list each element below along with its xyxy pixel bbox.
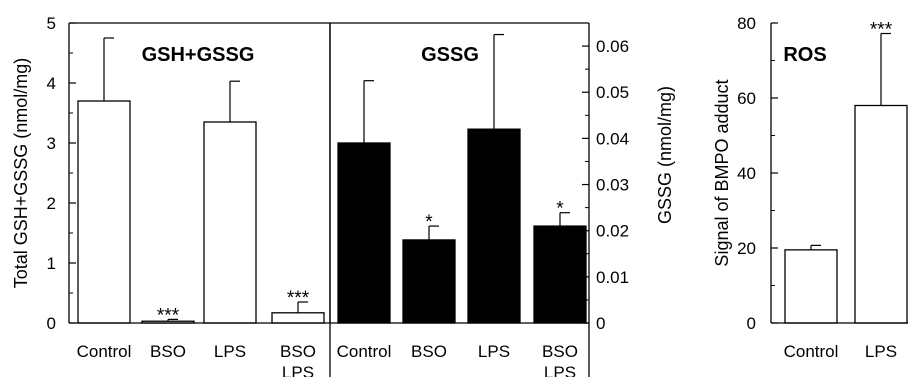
panel-1-significance-label: ***	[157, 305, 180, 326]
panel-1-category-label: Control	[77, 342, 132, 361]
panel-3-significance-label: ***	[870, 20, 893, 41]
panel-2-category-label: LPS	[478, 342, 510, 361]
panel-1-ytick-label: 1	[47, 254, 56, 273]
panel-2-category-label: LPS	[544, 363, 576, 377]
panel-2-bar	[402, 239, 456, 324]
panel-2-ylabel: GSSG (nmol/mg)	[655, 86, 675, 224]
panel-3-bar	[784, 249, 838, 324]
panel-2-category-label: BSO	[542, 342, 578, 361]
panel-2-ytick-label: 0.03	[596, 176, 629, 195]
panel-3-ytick-label: 60	[737, 89, 756, 108]
panel-1-bar	[203, 121, 257, 324]
panel-2-ytick-label: 0.02	[596, 222, 629, 241]
panel-2-ytick-label: 0.04	[596, 129, 629, 148]
panel-1-category-label: LPS	[282, 363, 314, 377]
panel-3-ytick-label: 40	[737, 164, 756, 183]
panel-2-bar	[337, 142, 391, 324]
panel-1-ytick-label: 5	[47, 14, 56, 33]
panel-3-ytick-label: 80	[737, 14, 756, 33]
panel-2-ytick-label: 0.01	[596, 268, 629, 287]
panel-1-ylabel: Total GSH+GSSG (nmol/mg)	[11, 58, 31, 289]
panel-3-ylabel: Signal of BMPO adduct	[712, 79, 732, 266]
panel-1-significance-label: ***	[287, 288, 310, 309]
panel-3-ytick-label: 20	[737, 239, 756, 258]
panel-1-category-label: BSO	[150, 342, 186, 361]
panel-1-title: GSH+GSSG	[142, 44, 255, 66]
panel-2-significance-label: *	[425, 212, 433, 233]
panel-1-bar	[271, 312, 325, 324]
panel-1-category-label: BSO	[280, 342, 316, 361]
panel-2-title: GSSG	[421, 44, 479, 66]
panel-1-ytick-label: 2	[47, 194, 56, 213]
panel-3-category-label: LPS	[865, 342, 897, 361]
panel-2-ytick-label: 0.06	[596, 37, 629, 56]
panel-2-ytick-label: 0	[596, 314, 605, 333]
panel-2-bar	[533, 225, 587, 324]
panel-3-title: ROS	[783, 44, 826, 66]
panel-1-ytick-label: 4	[47, 74, 56, 93]
panel-1-category-label: LPS	[214, 342, 246, 361]
panel-2-ytick-label: 0.05	[596, 83, 629, 102]
panel-2-category-label: Control	[337, 342, 392, 361]
panel-3-bar	[854, 104, 908, 324]
panel-1-bar	[77, 100, 131, 324]
panel-3-category-label: Control	[784, 342, 839, 361]
panel-1-ytick-label: 3	[47, 134, 56, 153]
panel-2-category-label: BSO	[411, 342, 447, 361]
panel-2-significance-label: *	[556, 199, 564, 220]
panel-1-ytick-label: 0	[47, 314, 56, 333]
panel-3-ytick-label: 0	[747, 314, 756, 333]
panel-2-bar	[467, 128, 521, 324]
